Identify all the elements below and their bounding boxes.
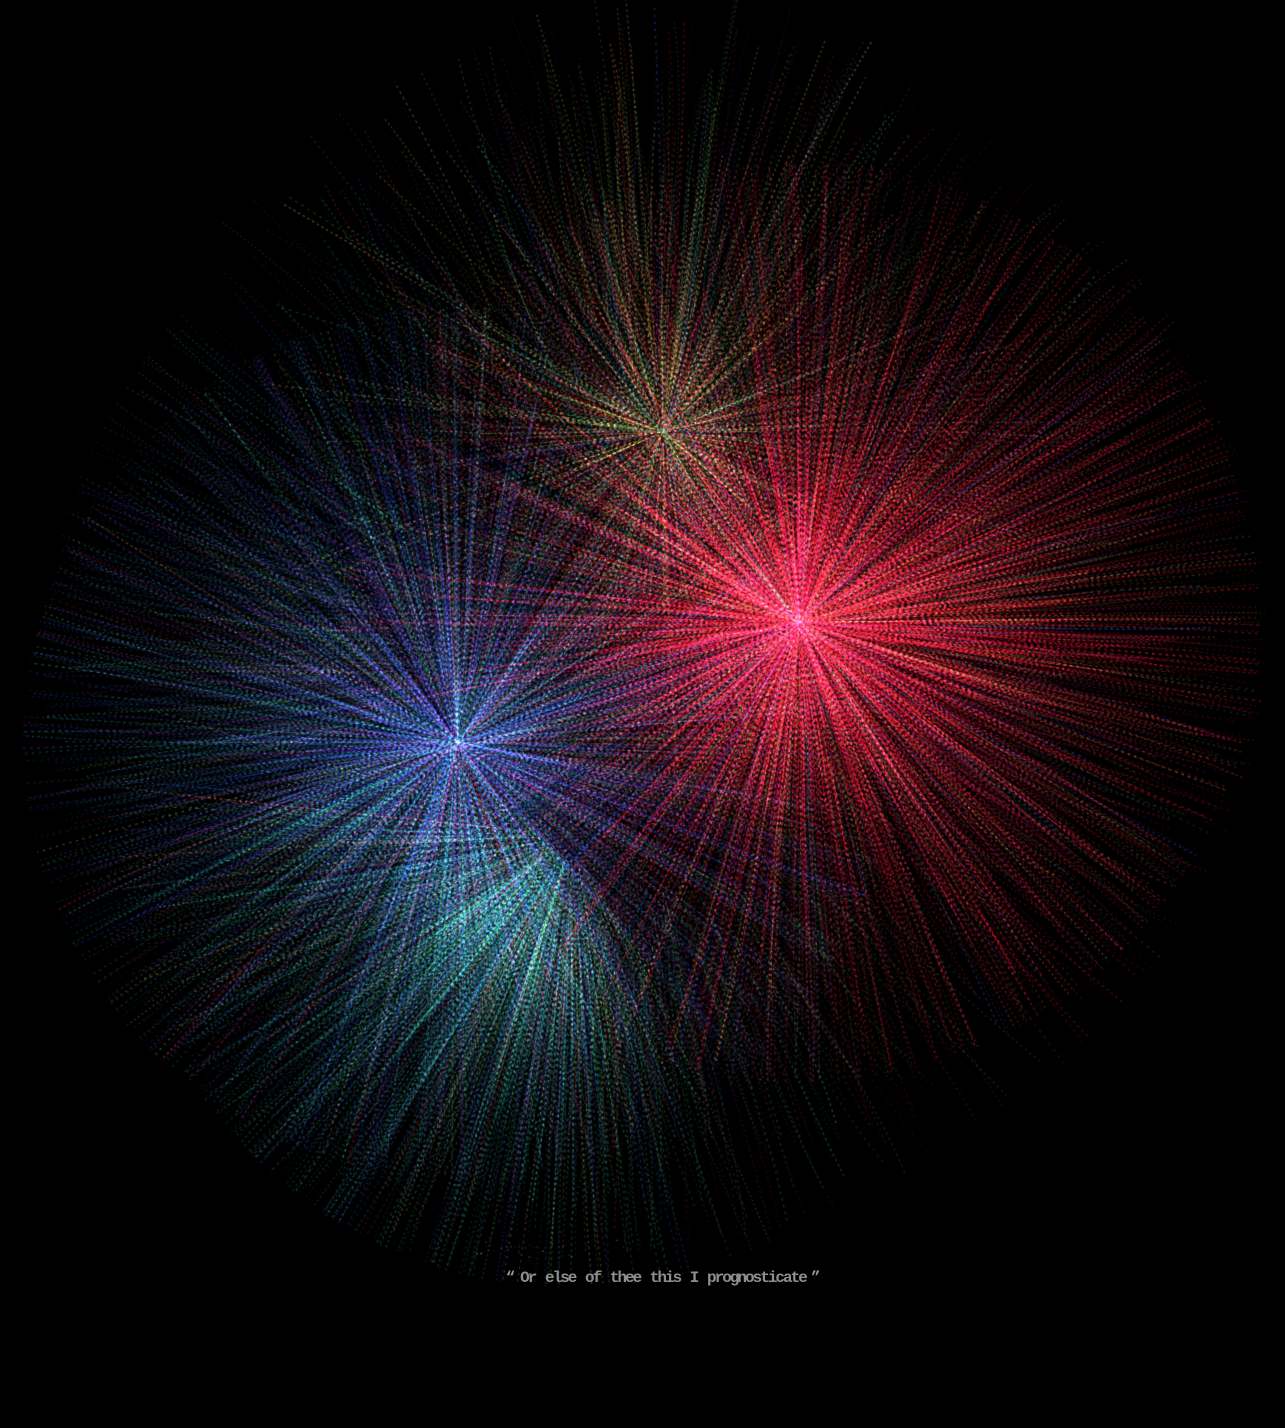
quote-caption: “Or else of thee this I prognosticate” [501, 1268, 826, 1288]
close-quote-mark: ” [810, 1269, 821, 1287]
quote-text: Or else of thee this I prognosticate [520, 1269, 808, 1287]
open-quote-mark: “ [505, 1269, 516, 1287]
